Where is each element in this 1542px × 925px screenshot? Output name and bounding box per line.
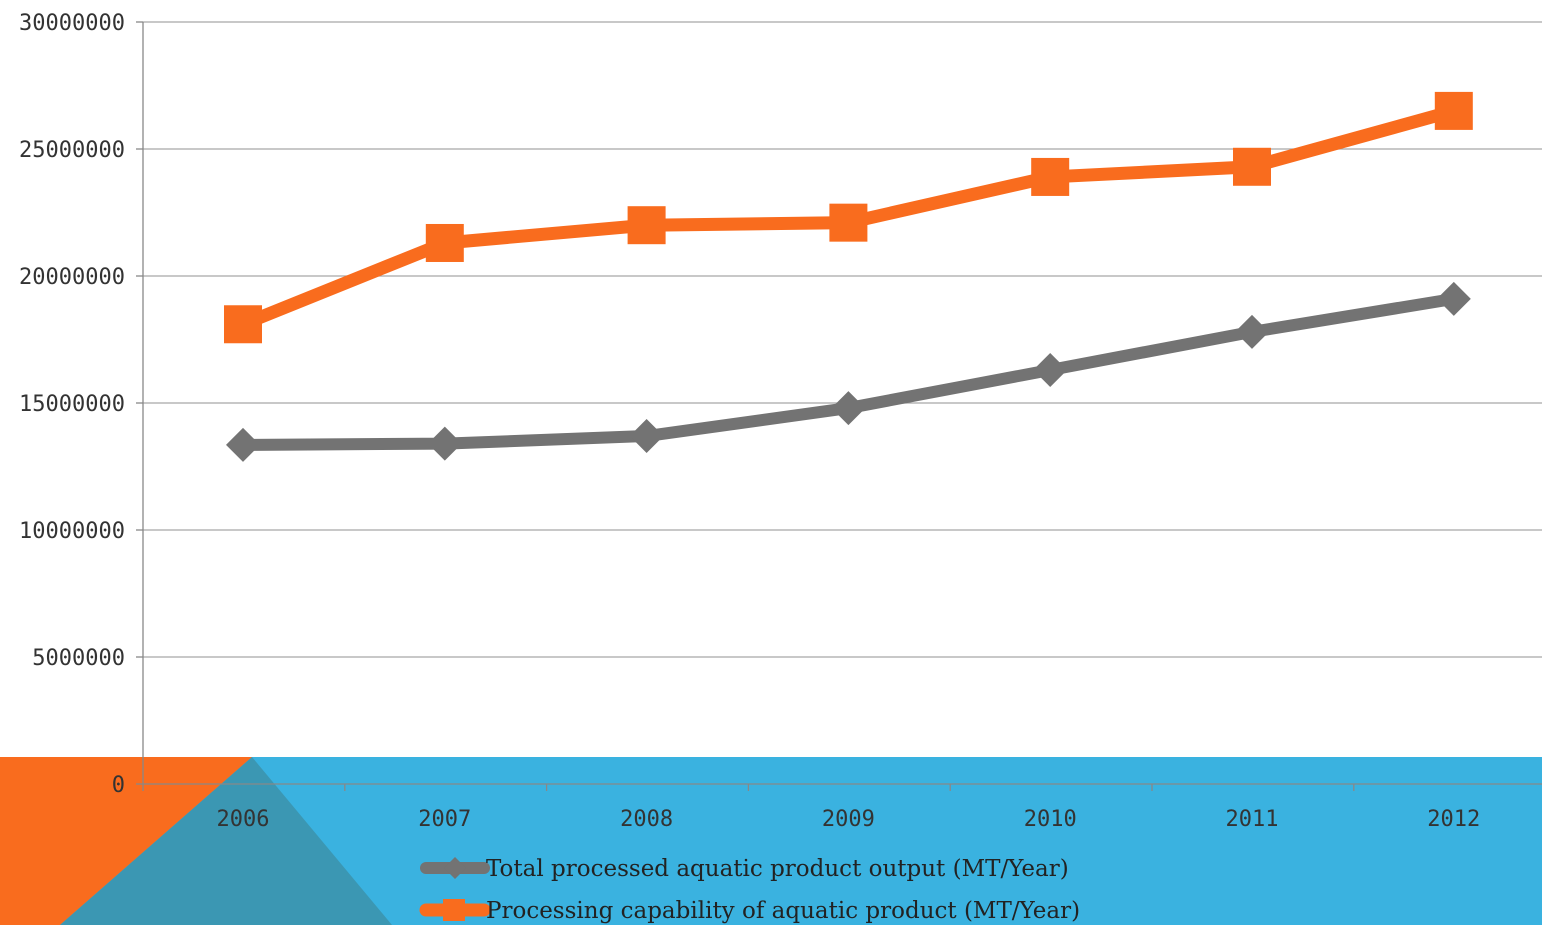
y-tick-label: 20000000 bbox=[19, 265, 125, 290]
square-marker bbox=[1031, 157, 1070, 196]
square-marker bbox=[224, 305, 262, 344]
y-tick-label: 25000000 bbox=[19, 138, 125, 163]
square-marker bbox=[1434, 91, 1473, 130]
footer-background bbox=[0, 757, 1542, 925]
legend-square-marker bbox=[443, 899, 465, 921]
x-tick-label: 2007 bbox=[418, 807, 471, 832]
square-marker bbox=[829, 203, 868, 242]
series-1 bbox=[226, 281, 1471, 462]
square-marker bbox=[1233, 147, 1271, 186]
y-tick-label: 5000000 bbox=[32, 646, 125, 671]
diamond-marker bbox=[629, 419, 664, 454]
axes bbox=[136, 21, 1542, 791]
x-tick-label: 2011 bbox=[1226, 807, 1279, 832]
series-2 bbox=[224, 91, 1473, 344]
x-tick-label: 2009 bbox=[822, 807, 875, 832]
legend-item-2: Processing capability of aquatic product… bbox=[419, 898, 1080, 924]
y-axis-tick-labels: 0 5000000 10000000 15000000 20000000 25000000… bbox=[19, 11, 125, 798]
diamond-marker bbox=[226, 427, 260, 462]
x-tick-label: 2006 bbox=[217, 807, 270, 832]
legend-diamond-marker bbox=[444, 857, 466, 879]
x-tick-label: 2012 bbox=[1427, 807, 1480, 832]
diamond-marker bbox=[831, 391, 866, 426]
series-lines bbox=[224, 91, 1473, 462]
square-marker bbox=[627, 206, 666, 245]
diamond-marker bbox=[1436, 281, 1471, 316]
y-tick-label: 15000000 bbox=[19, 392, 125, 417]
y-tick-label: 30000000 bbox=[19, 11, 125, 36]
diamond-marker bbox=[1033, 352, 1068, 387]
square-marker bbox=[425, 223, 464, 262]
legend-label: Processing capability of aquatic product… bbox=[486, 898, 1080, 924]
legend-label: Total processed aquatic product output (… bbox=[486, 856, 1069, 882]
y-tick-label: 0 bbox=[112, 773, 125, 798]
diamond-marker bbox=[1235, 314, 1269, 349]
x-axis-tick-labels: 2006 2007 2008 2009 2010 2011 2012 bbox=[217, 807, 1481, 832]
footer-orange-triangle bbox=[0, 757, 252, 925]
x-tick-label: 2008 bbox=[620, 807, 673, 832]
footer-teal-triangle bbox=[60, 757, 392, 925]
x-tick-label: 2010 bbox=[1024, 807, 1077, 832]
gridlines bbox=[143, 21, 1542, 658]
y-tick-label: 10000000 bbox=[19, 519, 125, 544]
legend-item-1: Total processed aquatic product output (… bbox=[420, 856, 1069, 882]
legend: Total processed aquatic product output (… bbox=[419, 856, 1080, 924]
diamond-marker bbox=[427, 426, 462, 461]
